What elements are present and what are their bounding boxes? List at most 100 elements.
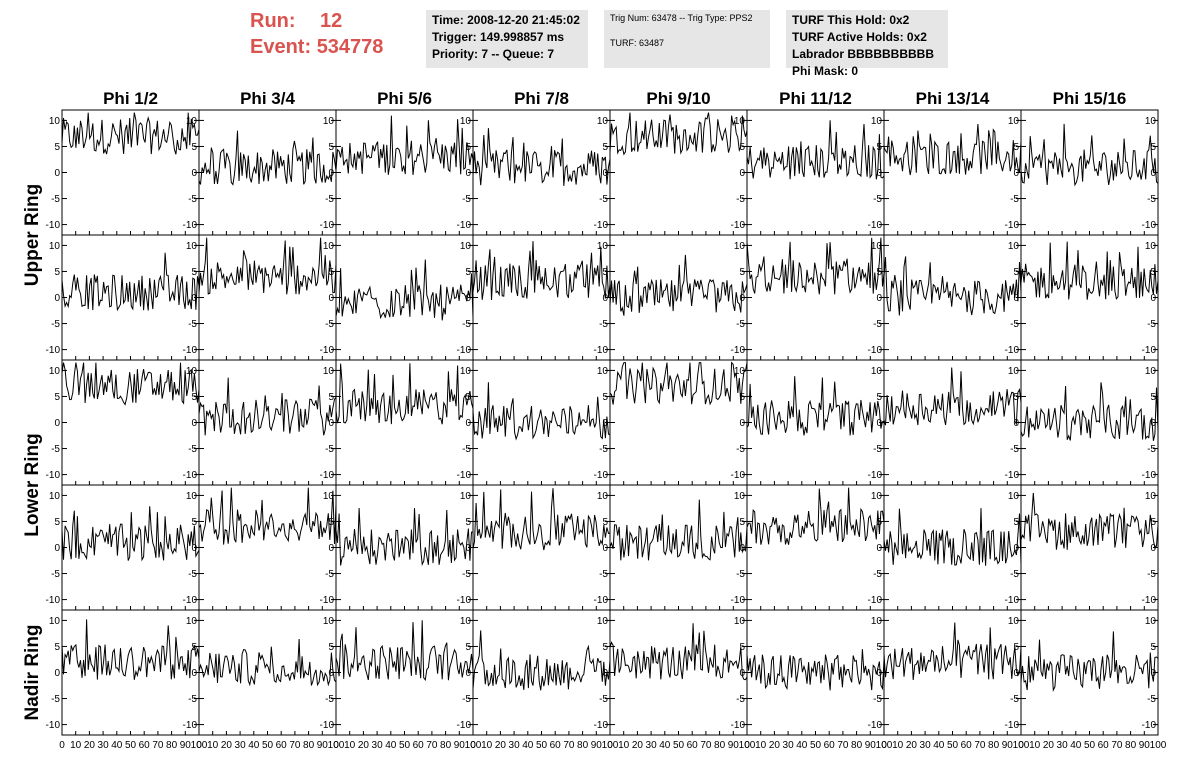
waveform-trace [1020, 382, 1159, 441]
x-tick-label: 70 [837, 740, 849, 751]
y-tick-label: 10 [460, 616, 472, 627]
y-tick-label: -5 [599, 569, 608, 580]
y-tick-label: 5 [602, 642, 608, 653]
y-tick-label: 5 [739, 642, 745, 653]
y-tick-label: 0 [191, 543, 197, 554]
y-tick-label: 10 [871, 366, 883, 377]
panel-frame [883, 109, 1022, 236]
x-tick-label: 100 [191, 740, 208, 751]
y-tick-label: 0 [602, 543, 608, 554]
y-tick-label: 5 [739, 517, 745, 528]
y-tick-label: -5 [462, 444, 471, 455]
x-tick-label: 80 [988, 740, 1000, 751]
y-tick-label: 10 [323, 616, 335, 627]
y-tick-label: 10 [49, 491, 61, 502]
x-tick-label: 80 [577, 740, 589, 751]
y-tick-label: -10 [868, 470, 883, 481]
y-tick-label: -5 [873, 694, 882, 705]
y-tick-label: -5 [51, 569, 60, 580]
y-tick-label: 10 [323, 116, 335, 127]
y-tick-label: 10 [186, 241, 198, 252]
x-tick-label: 10 [755, 740, 767, 751]
x-tick-label: 100 [1013, 740, 1030, 751]
y-tick-label: 5 [328, 267, 334, 278]
y-tick-label: 5 [328, 517, 334, 528]
y-tick-label: -10 [731, 220, 746, 231]
waveform-trace [198, 237, 337, 295]
y-tick-label: 0 [54, 543, 60, 554]
y-tick-label: -10 [731, 345, 746, 356]
y-tick-label: 10 [1008, 241, 1020, 252]
waveform-panel: -10 -5 0 5 10 [868, 109, 1022, 236]
x-tick-label: 70 [563, 740, 575, 751]
x-tick-label: 20 [84, 740, 96, 751]
y-tick-label: 0 [602, 418, 608, 429]
waveform-trace [746, 487, 885, 545]
waveform-trace [609, 499, 748, 561]
y-tick-label: 5 [1013, 392, 1019, 403]
y-tick-label: -10 [1142, 720, 1157, 731]
x-tick-label: 50 [262, 740, 274, 751]
y-tick-label: 0 [602, 668, 608, 679]
x-tick-label: 80 [1125, 740, 1137, 751]
y-tick-label: 5 [1150, 142, 1156, 153]
x-tick-label: 50 [673, 740, 685, 751]
x-tick-label: 0 [1018, 740, 1024, 751]
y-tick-label: 0 [465, 543, 471, 554]
waveform-trace [198, 638, 337, 687]
column-title: Phi 11/12 [779, 89, 852, 108]
x-tick-label: 70 [426, 740, 438, 751]
y-tick-label: 10 [1008, 366, 1020, 377]
y-tick-label: -5 [599, 694, 608, 705]
x-tick-label: 70 [289, 740, 301, 751]
x-tick-label: 80 [440, 740, 452, 751]
y-tick-label: 0 [328, 418, 334, 429]
x-tick-label: 0 [607, 740, 613, 751]
x-tick-label: 90 [1139, 740, 1151, 751]
y-tick-label: 5 [1150, 642, 1156, 653]
y-tick-label: 5 [876, 267, 882, 278]
y-tick-label: -10 [183, 470, 198, 481]
panel-frame [609, 484, 748, 611]
x-tick-label: 40 [1070, 740, 1082, 751]
y-tick-label: 10 [871, 616, 883, 627]
y-tick-label: -5 [1147, 694, 1156, 705]
waveform-trace [1020, 241, 1159, 300]
y-tick-label: -5 [325, 194, 334, 205]
y-tick-label: -10 [594, 595, 609, 606]
waveform-trace [472, 382, 611, 441]
waveform-trace [472, 488, 611, 551]
x-tick-label: 30 [920, 740, 932, 751]
y-tick-label: -10 [594, 470, 609, 481]
x-tick-label: 60 [961, 740, 973, 751]
y-tick-label: 10 [460, 366, 472, 377]
x-tick-label: 40 [522, 740, 534, 751]
y-tick-label: -10 [457, 220, 472, 231]
waveform-trace [335, 259, 474, 321]
y-tick-label: 5 [54, 267, 60, 278]
y-tick-label: 5 [1013, 142, 1019, 153]
y-tick-label: 0 [54, 668, 60, 679]
waveform-trace [198, 487, 337, 545]
y-tick-label: -5 [599, 194, 608, 205]
y-tick-label: -10 [1005, 345, 1020, 356]
y-tick-label: 0 [465, 168, 471, 179]
panel-frame [746, 484, 885, 611]
y-tick-label: -5 [51, 694, 60, 705]
y-tick-label: 0 [328, 293, 334, 304]
waveform-panel: -10 -5 0 5 10 [46, 484, 200, 611]
x-tick-label: 50 [1084, 740, 1096, 751]
y-tick-label: -5 [51, 444, 60, 455]
x-tick-label: 0 [59, 740, 65, 751]
y-tick-label: 10 [1145, 366, 1157, 377]
x-tick-label: 100 [739, 740, 756, 751]
panel-frame [1020, 359, 1159, 486]
waveform-panel: -10 -5 0 5 10 [457, 484, 611, 611]
y-tick-label: -10 [1005, 720, 1020, 731]
waveform-panel: -10 -5 0 5 10 [320, 484, 474, 611]
waveform-panel: -10 -5 0 5 10 [183, 234, 337, 361]
waveform-trace [883, 256, 1022, 316]
y-tick-label: 5 [602, 142, 608, 153]
panel-frame [472, 484, 611, 611]
y-tick-label: 10 [734, 616, 746, 627]
